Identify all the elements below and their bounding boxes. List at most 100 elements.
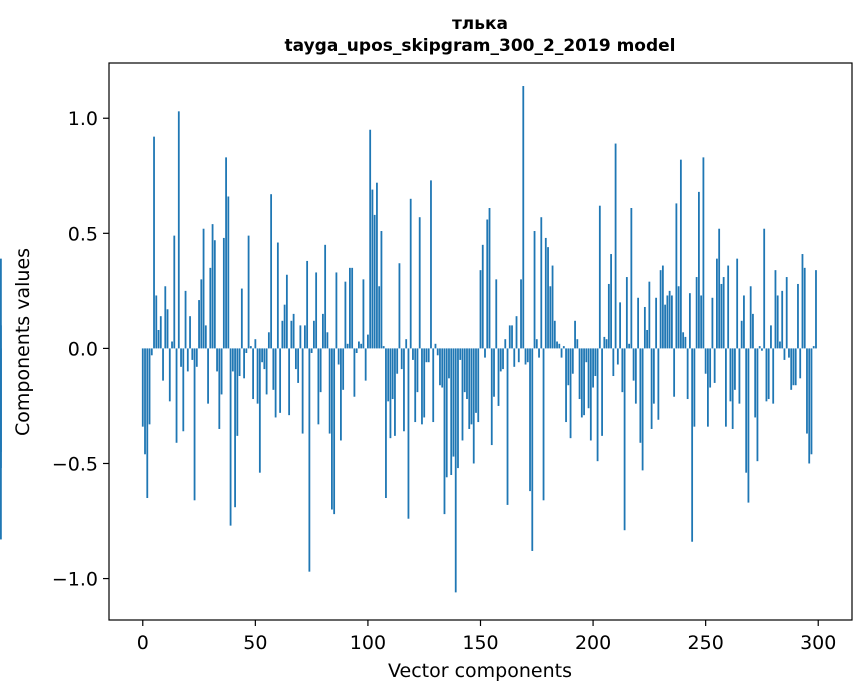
bar [700,295,703,349]
bar [324,244,327,349]
bar [790,348,793,390]
bar [594,348,597,377]
bar [371,189,374,349]
chart-title: тлька [452,14,508,34]
bar [763,228,766,349]
bar [353,348,356,397]
bar [803,267,806,349]
bar [598,205,601,349]
bar [765,348,768,402]
bar [779,341,781,349]
bar [781,290,784,349]
bar [625,277,628,349]
bar [734,348,736,390]
bar [508,325,511,349]
x-tick-label: 300 [800,632,836,654]
bar [159,316,162,349]
bar [180,348,182,367]
bar [414,348,417,423]
bar [285,274,288,349]
bar [299,325,302,349]
bar [344,281,347,349]
bar [0,348,2,540]
bar [815,270,817,349]
bar [682,332,685,349]
bar [175,348,178,443]
bar [306,260,309,349]
bar [729,348,732,402]
bar [743,295,745,349]
bar [472,348,475,464]
bar [603,336,606,349]
bar [502,348,504,370]
bar [716,258,718,349]
bar [641,348,644,471]
bar [389,348,392,439]
y-tick-label: −0.5 [52,453,98,475]
bar [524,348,527,365]
bar [439,348,441,386]
bar [673,348,676,397]
bar [686,348,689,400]
bar [547,247,549,349]
bar [231,348,234,372]
bar [574,320,576,349]
bar [506,348,509,505]
bar [249,346,252,349]
bar [385,348,387,499]
bar [292,313,295,349]
bar [360,343,363,349]
bar [754,348,757,418]
x-tick-label: 50 [243,632,267,654]
bar [148,348,151,425]
chart-subtitle: tayga_upos_skipgram_300_2_2019 model [285,36,676,56]
x-tick-label: 150 [462,632,498,654]
bar [481,244,484,349]
bar [650,348,653,429]
bar [562,346,565,349]
bar [670,295,673,349]
bar [227,196,230,349]
bar [290,320,293,349]
bar [186,348,189,372]
bar [195,348,198,367]
bar [661,265,664,349]
bar [382,346,385,349]
y-tick-label: −1.0 [52,569,98,591]
bar [605,339,608,349]
bar [263,348,266,370]
bar [711,297,714,349]
x-tick-label: 100 [350,632,386,654]
bar [326,332,329,349]
bar [725,348,727,427]
bar [254,339,257,349]
bar [747,348,750,503]
bar [535,339,538,349]
bar [517,348,520,363]
bar [403,348,405,432]
bar [470,348,473,425]
bar [229,348,232,526]
bar [164,286,167,349]
bar [432,348,435,423]
bar [425,348,428,363]
bar [191,348,194,360]
x-tick-label: 0 [137,632,149,654]
bar [445,348,448,478]
y-tick-label: 0.0 [68,338,98,360]
bar [677,286,680,349]
bar [243,348,245,379]
bar [488,208,491,349]
bar [252,348,254,400]
bar [571,348,574,374]
bar [184,290,187,349]
bar [675,203,678,349]
bar [182,348,185,432]
plot-frame [108,62,853,621]
bar [421,348,423,425]
bar [378,286,381,349]
bar [333,348,336,515]
bar [394,348,396,436]
x-axis-ticks: 0 50 100 150 200 250 300 [137,620,836,654]
